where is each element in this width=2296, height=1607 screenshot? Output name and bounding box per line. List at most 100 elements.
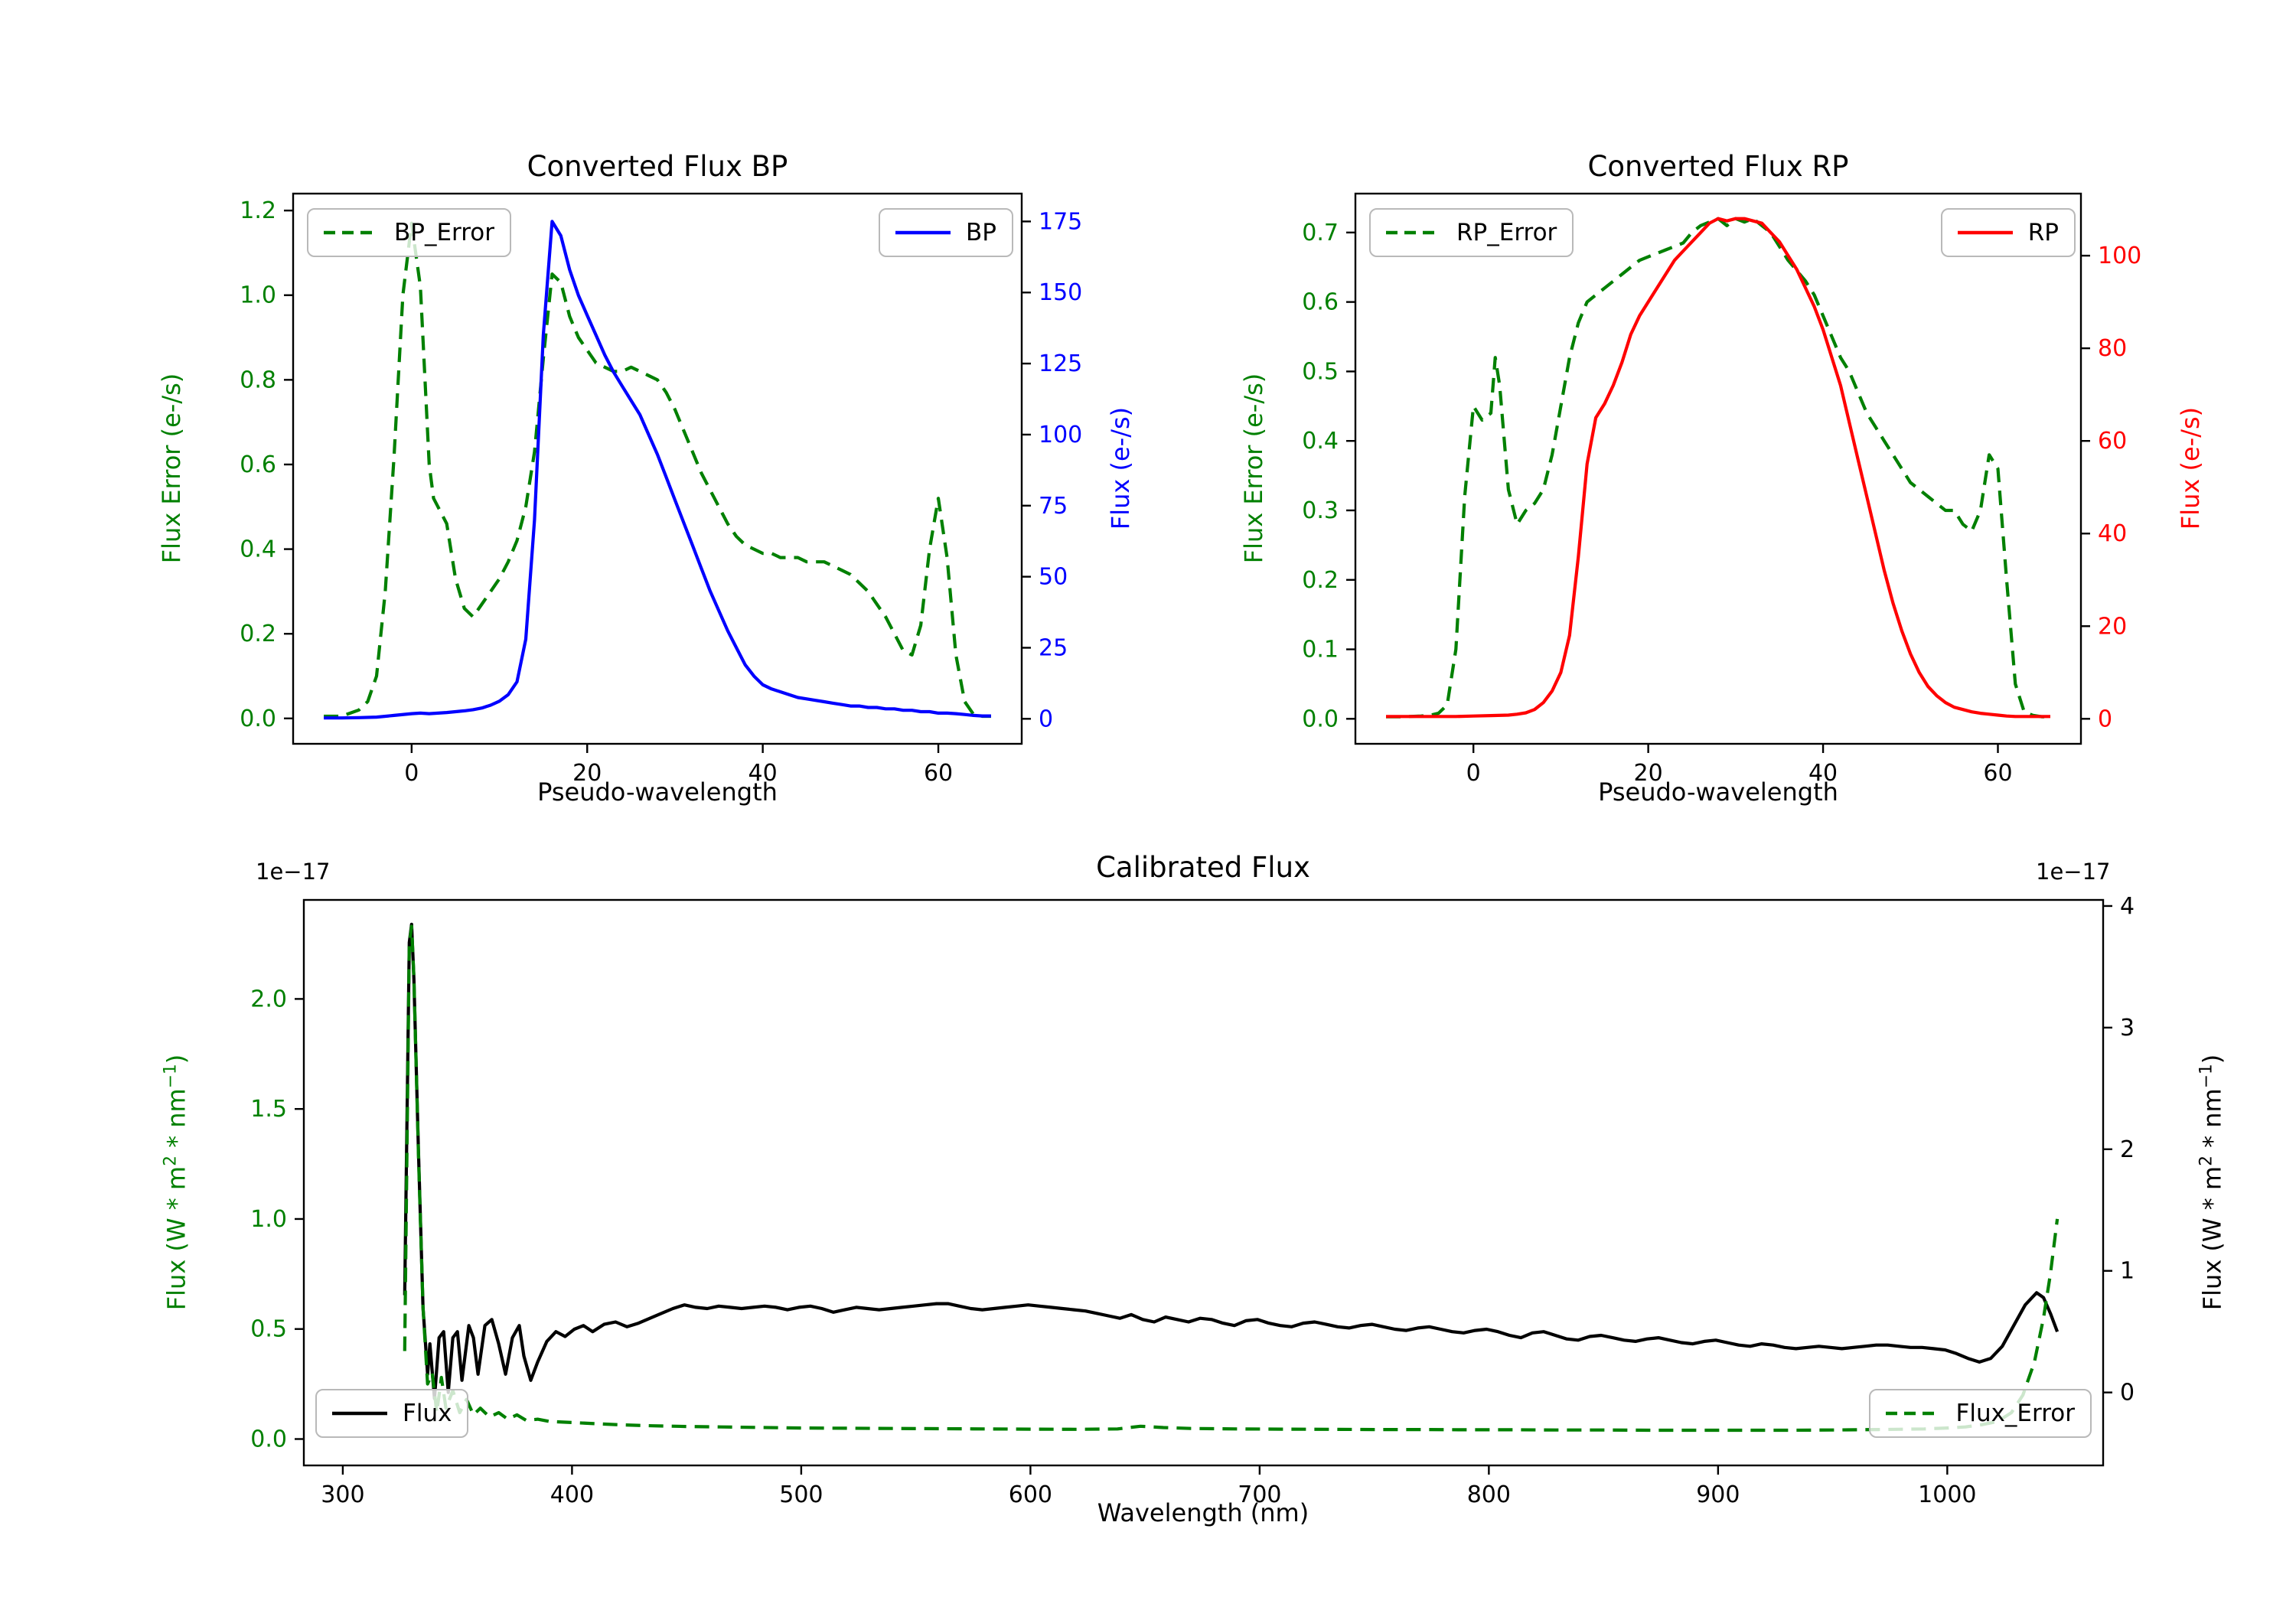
bp-right-tick-label: 25: [1039, 634, 1068, 661]
bp-line: [324, 220, 991, 720]
rp-right-yaxis-label: Flux (e-/s): [2176, 406, 2205, 530]
bp-right-tick-label: 150: [1039, 279, 1082, 306]
cal-chart-title: Calibrated Flux: [1096, 851, 1310, 884]
bp-left-tick-label: 1.2: [240, 197, 276, 224]
rp-error-legend-line: [1386, 230, 1441, 235]
flux-legend-line: [332, 1411, 387, 1416]
bp-right-tick-label: 175: [1039, 208, 1082, 235]
cal-plot-area: 300 400 500 600 700 800 900 1000 0.0 0.5 1.0 1.5 2.0…: [250, 893, 2135, 1508]
rp-xaxis-label: Pseudo-wavelength: [1598, 777, 1838, 807]
bp-right-tick-label: 50: [1039, 564, 1068, 591]
rp-plot-area: 0 20 40 60 0.0 0.1 0.2 0.3 0.4 0.5 0.6 0.7 0 20 40 60 80…: [1302, 192, 2141, 787]
cal-left-yaxis-label: Flux (W * m2 * nm−1): [161, 1054, 191, 1311]
bp-x-tick-label: 40: [748, 760, 778, 787]
rp-chart-title: Converted Flux RP: [1587, 150, 1849, 183]
cal-right-yaxis-label: Flux (W * m2 * nm−1): [2197, 1054, 2227, 1311]
rp-left-tick-label: 0.6: [1302, 289, 1339, 316]
cal-right-tick-label: 0: [2120, 1380, 2135, 1407]
cal-x-tick-label: 700: [1238, 1482, 1281, 1508]
cal-right-tick-label: 1: [2120, 1258, 2135, 1285]
cal-right-tick-label: 4: [2120, 893, 2135, 920]
bp-legend-line: [895, 230, 951, 235]
rp-error-legend: RP_Error: [1369, 208, 1574, 257]
rp-x-tick-label: 40: [1808, 760, 1838, 787]
bp-axes-frame: [292, 192, 1023, 745]
flux-error-line: [403, 924, 2060, 1433]
bp-right-tick-label: 100: [1039, 422, 1082, 448]
bp-xaxis-label: Pseudo-wavelength: [537, 777, 778, 807]
cal-left-tick-label: 2.0: [250, 986, 287, 1012]
bp-legend: BP: [879, 208, 1013, 257]
bp-right-tick-label: 125: [1039, 350, 1082, 377]
rp-left-tick-label: 0.5: [1302, 358, 1339, 385]
bp-x-tick-label: 20: [572, 760, 602, 787]
bp-left-tick-label: 0.0: [240, 706, 276, 732]
rp-legend-line: [1957, 230, 2013, 235]
bp-plot-area: 0 20 40 60 0.0 0.2 0.4 0.6 0.8 1.0 1.2 0 25 50 75 100 12…: [240, 192, 1082, 787]
bp-left-tick-label: 0.4: [240, 536, 276, 563]
bp-left-tick-label: 1.0: [240, 282, 276, 309]
rp-left-tick-label: 0.0: [1302, 706, 1339, 732]
bp-left-yaxis-label: Flux Error (e-/s): [157, 373, 186, 564]
bp-chart-title: Converted Flux BP: [527, 150, 788, 183]
bp-error-legend: BP_Error: [307, 208, 512, 257]
bp-right-tick-label: 0: [1039, 706, 1053, 732]
rp-legend-label: RP: [2027, 219, 2059, 246]
rp-right-tick-label: 40: [2098, 520, 2127, 547]
rp-left-yaxis-label: Flux Error (e-/s): [1239, 373, 1268, 564]
flux-error-legend-line: [1885, 1411, 1941, 1416]
cal-right-offset-text: 1e−17: [2036, 859, 2111, 885]
flux-line: [403, 922, 2060, 1400]
cal-xaxis-label: Wavelength (nm): [1097, 1498, 1309, 1527]
cal-right-tick-label: 2: [2120, 1136, 2135, 1163]
rp-x-tick-label: 0: [1466, 760, 1481, 787]
rp-error-legend-label: RP_Error: [1456, 219, 1557, 246]
bp-legend-label: BP: [966, 219, 996, 246]
cal-left-offset-text: 1e−17: [256, 859, 331, 885]
bp-left-tick-label: 0.6: [240, 451, 276, 478]
cal-axes-frame: [302, 898, 2105, 1467]
bp-right-yaxis-label: Flux (e-/s): [1106, 406, 1135, 530]
cal-left-tick-label: 1.5: [250, 1096, 287, 1123]
bp-left-tick-label: 0.2: [240, 621, 276, 647]
flux-legend: Flux: [315, 1389, 469, 1438]
rp-right-tick-label: 80: [2098, 335, 2127, 362]
rp-left-tick-label: 0.3: [1302, 497, 1339, 524]
rp-right-tick-label: 60: [2098, 428, 2127, 455]
rp-axes-frame: [1354, 192, 2082, 745]
rp-left-tick-label: 0.2: [1302, 567, 1339, 594]
bp-error-legend-label: BP_Error: [394, 219, 495, 246]
rp-right-tick-label: 100: [2098, 243, 2141, 269]
cal-left-tick-label: 0.5: [250, 1316, 287, 1343]
bp-error-line: [324, 221, 991, 719]
rp-x-tick-label: 20: [1634, 760, 1663, 787]
cal-x-tick-label: 1000: [1918, 1482, 1976, 1508]
bp-x-tick-label: 60: [924, 760, 953, 787]
bp-right-tick-label: 75: [1039, 493, 1068, 520]
flux-error-legend-label: Flux_Error: [1955, 1400, 2076, 1427]
rp-left-tick-label: 0.1: [1302, 637, 1339, 663]
cal-x-tick-label: 600: [1009, 1482, 1052, 1508]
cal-left-tick-label: 1.0: [250, 1206, 287, 1233]
cal-x-tick-label: 800: [1467, 1482, 1511, 1508]
cal-left-tick-label: 0.0: [250, 1426, 287, 1452]
rp-right-tick-label: 20: [2098, 613, 2127, 640]
rp-left-tick-label: 0.4: [1302, 428, 1339, 455]
bp-left-tick-label: 0.8: [240, 367, 276, 393]
rp-right-tick-label: 0: [2098, 706, 2112, 732]
rp-left-tick-label: 0.7: [1302, 220, 1339, 246]
cal-x-tick-label: 400: [550, 1482, 594, 1508]
bp-x-tick-label: 0: [404, 760, 419, 787]
rp-legend: RP: [1940, 208, 2076, 257]
rp-error-line: [1386, 217, 2050, 719]
flux-error-legend: Flux_Error: [1868, 1389, 2092, 1438]
rp-x-tick-label: 60: [1983, 760, 2012, 787]
rp-line: [1386, 217, 2050, 719]
cal-x-tick-label: 300: [321, 1482, 364, 1508]
bp-error-legend-line: [324, 230, 379, 235]
cal-x-tick-label: 500: [779, 1482, 823, 1508]
flux-legend-label: Flux: [403, 1400, 452, 1427]
cal-right-tick-label: 3: [2120, 1015, 2135, 1041]
